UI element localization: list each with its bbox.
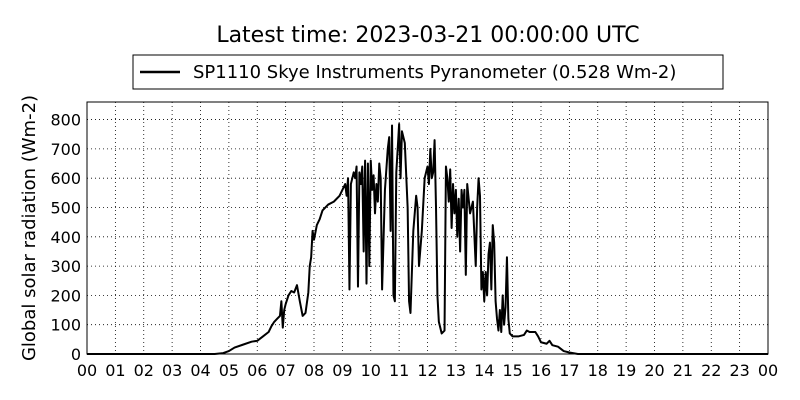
x-tick-label: 00	[77, 361, 97, 380]
x-tick-label: 01	[105, 361, 125, 380]
x-tick-label: 19	[616, 361, 636, 380]
x-tick-label: 22	[701, 361, 721, 380]
x-tick-label: 00	[758, 361, 778, 380]
x-tick-label: 05	[219, 361, 239, 380]
x-tick-label: 09	[332, 361, 352, 380]
x-tick-label: 15	[502, 361, 522, 380]
y-axis-label: Global solar radiation (Wm-2)	[19, 95, 40, 361]
x-tick-label: 14	[474, 361, 494, 380]
y-tick-label: 300	[50, 257, 81, 276]
x-tick-label: 04	[190, 361, 210, 380]
x-tick-label: 21	[673, 361, 693, 380]
x-tick-label: 20	[644, 361, 664, 380]
data-line	[87, 122, 768, 355]
x-tick-label: 08	[304, 361, 324, 380]
plot-frame	[86, 101, 769, 355]
y-tick-label: 200	[50, 286, 81, 305]
x-tick-label: 13	[446, 361, 466, 380]
x-tick-label: 11	[389, 361, 409, 380]
x-tick-label: 17	[559, 361, 579, 380]
x-tick-label: 12	[417, 361, 437, 380]
y-tick-label: 0	[71, 345, 81, 364]
y-tick-label: 700	[50, 140, 81, 159]
legend	[132, 54, 724, 90]
y-tick-label: 600	[50, 169, 81, 188]
x-tick-label: 02	[134, 361, 154, 380]
x-tick-label: 23	[729, 361, 749, 380]
y-tick-label: 800	[50, 111, 81, 130]
y-tick-label: 400	[50, 228, 81, 247]
y-tick-label: 100	[50, 316, 81, 335]
y-tick-label: 500	[50, 198, 81, 217]
chart-title: Latest time: 2023-03-21 00:00:00 UTC	[216, 23, 639, 48]
x-tick-label: 06	[247, 361, 267, 380]
legend-label: SP1110 Skye Instruments Pyranometer (0.5…	[193, 62, 676, 83]
x-tick-label: 07	[275, 361, 295, 380]
x-tick-label: 16	[531, 361, 551, 380]
x-tick-label: 10	[361, 361, 381, 380]
x-tick-label: 03	[162, 361, 182, 380]
x-tick-label: 18	[588, 361, 608, 380]
